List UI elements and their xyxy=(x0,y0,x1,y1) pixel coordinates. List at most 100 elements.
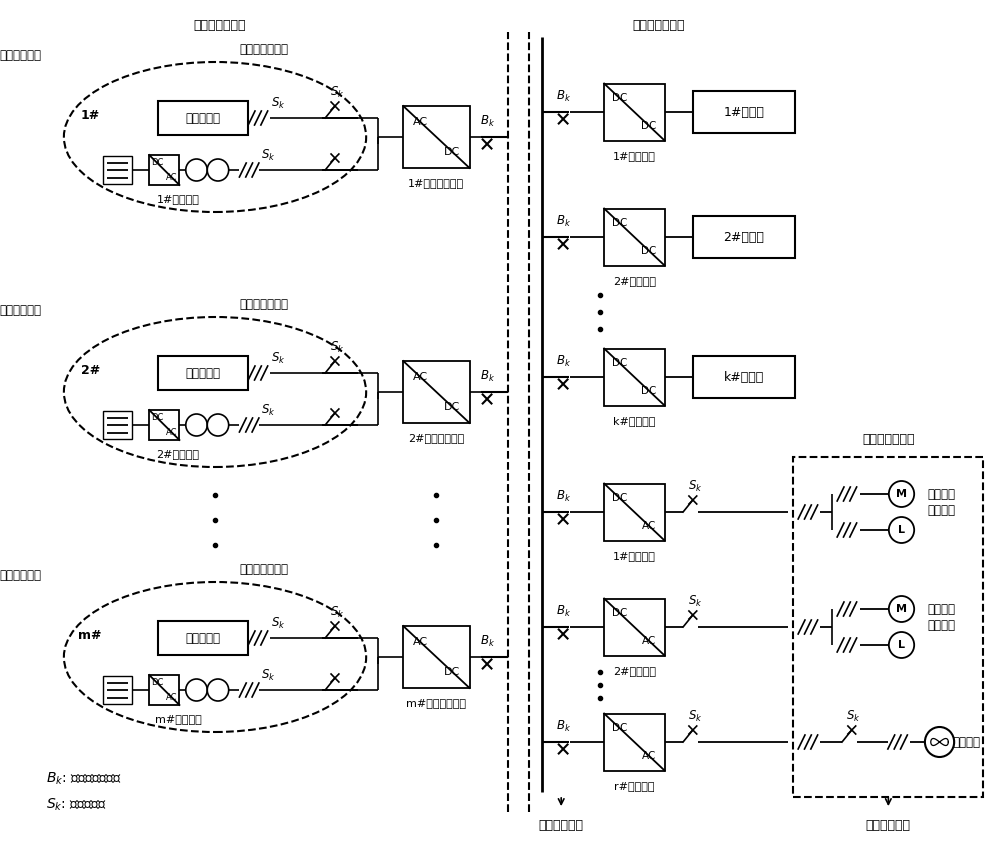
Text: 新能源场站: 新能源场站 xyxy=(186,112,221,125)
Text: L: L xyxy=(898,640,905,650)
Text: 中压交流子网: 中压交流子网 xyxy=(0,568,41,582)
Text: DC: DC xyxy=(151,158,163,168)
Text: $S_k$: 交流断路器: $S_k$: 交流断路器 xyxy=(46,797,107,813)
Bar xyxy=(149,410,179,440)
Text: 中压交流配电板: 中压交流配电板 xyxy=(239,562,288,575)
Text: 1#变压整流装置: 1#变压整流装置 xyxy=(408,178,464,188)
Text: DC: DC xyxy=(641,120,657,130)
Text: 1#: 1# xyxy=(81,108,100,121)
Text: 中压交流子网: 中压交流子网 xyxy=(0,303,41,317)
Text: 1#储能装置: 1#储能装置 xyxy=(157,194,199,204)
Text: $S_k$: $S_k$ xyxy=(330,340,344,355)
Text: $B_k$: $B_k$ xyxy=(556,718,571,734)
Text: DC: DC xyxy=(444,667,460,677)
Text: 中压交流配电板: 中压交流配电板 xyxy=(194,19,246,31)
Bar xyxy=(158,356,248,390)
Bar xyxy=(403,106,470,168)
Text: 中压直流配电板: 中压直流配电板 xyxy=(632,19,685,31)
Text: 中压交流子网: 中压交流子网 xyxy=(0,48,41,62)
Text: $S_k$: $S_k$ xyxy=(330,85,344,100)
Text: $S_k$: $S_k$ xyxy=(688,479,702,494)
Text: $S_k$: $S_k$ xyxy=(846,708,861,723)
Bar xyxy=(158,621,248,655)
Text: 中压交流配电板: 中压交流配电板 xyxy=(239,42,288,56)
Text: L: L xyxy=(898,525,905,535)
Text: M: M xyxy=(896,604,907,614)
Text: 用电负载: 用电负载 xyxy=(927,618,955,632)
Bar xyxy=(149,155,179,185)
Text: 1#逆变电源: 1#逆变电源 xyxy=(613,551,656,561)
Text: DC: DC xyxy=(444,147,460,157)
Text: 新能源场站: 新能源场站 xyxy=(186,632,221,645)
Bar xyxy=(103,156,132,184)
Text: 2#: 2# xyxy=(81,363,100,377)
Text: $S_k$: $S_k$ xyxy=(688,594,702,608)
Text: m#: m# xyxy=(78,628,102,641)
Bar xyxy=(149,675,179,705)
Text: $B_k$: $B_k$ xyxy=(556,603,571,618)
Text: 中压直流主网: 中压直流主网 xyxy=(539,818,584,832)
Text: k#电解槽: k#电解槽 xyxy=(724,370,764,384)
Text: 用电负载: 用电负载 xyxy=(927,503,955,517)
Text: 辅助生产: 辅助生产 xyxy=(927,488,955,501)
Text: DC: DC xyxy=(612,358,628,368)
Text: $B_k$: $B_k$ xyxy=(556,213,571,229)
Text: AC: AC xyxy=(413,637,428,647)
Text: $B_k$: $B_k$ xyxy=(556,489,571,504)
Text: 低压交流网络: 低压交流网络 xyxy=(866,818,911,832)
Text: 备用电源: 备用电源 xyxy=(953,735,981,749)
Bar xyxy=(604,84,665,141)
Text: $S_k$: $S_k$ xyxy=(330,605,344,619)
Bar xyxy=(604,348,665,406)
Text: AC: AC xyxy=(166,693,177,701)
Text: $B_k$: 中压直流断路器: $B_k$: 中压直流断路器 xyxy=(46,771,122,787)
Text: $S_k$: $S_k$ xyxy=(261,402,276,418)
Text: AC: AC xyxy=(166,428,177,437)
Bar xyxy=(693,216,795,258)
Text: $B_k$: $B_k$ xyxy=(480,113,495,129)
Text: $S_k$: $S_k$ xyxy=(271,351,286,366)
Bar xyxy=(693,91,795,133)
Bar xyxy=(793,457,983,797)
Text: $S_k$: $S_k$ xyxy=(261,147,276,163)
Text: r#逆变电源: r#逆变电源 xyxy=(614,781,655,791)
Bar xyxy=(693,356,795,398)
Text: AC: AC xyxy=(413,117,428,127)
Text: AC: AC xyxy=(166,173,177,182)
Text: DC: DC xyxy=(641,246,657,256)
Text: 1#电解槽: 1#电解槽 xyxy=(724,106,764,119)
Text: 低压交流配电板: 低压交流配电板 xyxy=(862,433,915,446)
Text: $S_k$: $S_k$ xyxy=(271,96,286,111)
Text: $B_k$: $B_k$ xyxy=(480,634,495,649)
Text: 2#电解槽: 2#电解槽 xyxy=(724,230,764,243)
Bar xyxy=(604,713,665,771)
Text: DC: DC xyxy=(612,723,628,734)
Bar xyxy=(103,411,132,439)
Text: DC: DC xyxy=(612,219,628,229)
Text: DC: DC xyxy=(151,413,163,423)
Bar xyxy=(604,599,665,656)
Text: $S_k$: $S_k$ xyxy=(261,667,276,683)
Text: 2#制氢电源: 2#制氢电源 xyxy=(613,276,656,286)
Bar xyxy=(103,676,132,704)
Bar xyxy=(403,626,470,688)
Text: M: M xyxy=(896,489,907,499)
Text: $B_k$: $B_k$ xyxy=(556,88,571,103)
Text: 辅助生产: 辅助生产 xyxy=(927,602,955,616)
Text: DC: DC xyxy=(612,608,628,618)
Text: DC: DC xyxy=(151,678,163,687)
Text: AC: AC xyxy=(413,372,428,382)
Bar xyxy=(403,361,470,423)
Text: 1#制氢电源: 1#制氢电源 xyxy=(613,151,656,161)
Text: 2#逆变电源: 2#逆变电源 xyxy=(613,666,656,676)
Text: m#变压整流装置: m#变压整流装置 xyxy=(406,698,466,708)
Text: 2#储能装置: 2#储能装置 xyxy=(156,449,199,459)
Text: 新能源场站: 新能源场站 xyxy=(186,367,221,379)
Text: DC: DC xyxy=(444,401,460,412)
Text: AC: AC xyxy=(642,521,656,531)
Text: DC: DC xyxy=(612,93,628,103)
Text: AC: AC xyxy=(642,636,656,645)
Text: k#制氢电源: k#制氢电源 xyxy=(613,416,656,426)
Text: 中压交流配电板: 中压交流配电板 xyxy=(239,297,288,311)
Bar xyxy=(604,208,665,265)
